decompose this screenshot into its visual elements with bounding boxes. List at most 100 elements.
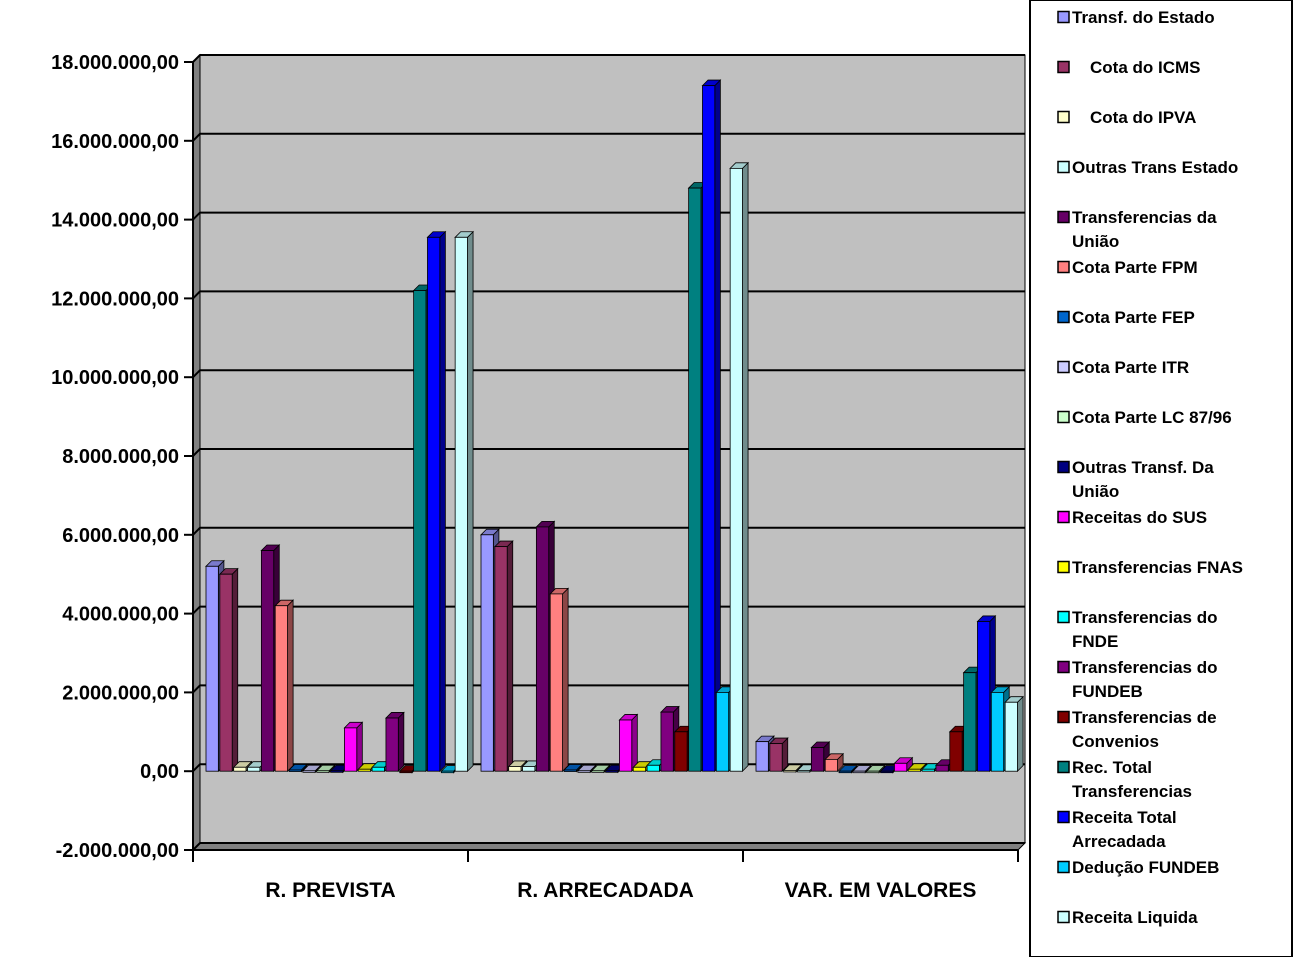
bar-front: [454, 236, 468, 772]
bar-front: [233, 766, 247, 772]
gridline: [192, 369, 1025, 378]
legend-label: Cota Parte FEP: [1072, 308, 1195, 327]
legend-label: Transferencias do: [1072, 608, 1218, 627]
bar-front: [247, 766, 261, 772]
legend-entry: Transferencias do FNDE: [1057, 608, 1218, 651]
bar: [729, 161, 750, 773]
bar-front: [302, 770, 316, 773]
bar-front: [783, 770, 797, 773]
bar-front: [935, 764, 949, 772]
y-tick-label: 2.000.000,00: [62, 682, 179, 704]
legend-label: Dedução FUNDEB: [1072, 858, 1219, 877]
y-tick-label: 14.000.000,00: [51, 210, 179, 232]
bar-front: [385, 717, 399, 772]
legend-swatch: [1057, 760, 1070, 774]
legend-entry: Receita Liquida: [1057, 908, 1198, 927]
bar-front: [344, 727, 358, 772]
bar-side: [506, 540, 514, 773]
legend-label: Transferencias: [1072, 782, 1192, 801]
bar-front: [563, 769, 577, 772]
bar-front: [688, 187, 702, 772]
bar-front: [427, 236, 441, 772]
bar-front: [810, 747, 825, 772]
legend-label: Transf. do Estado: [1072, 8, 1215, 27]
bar-front: [494, 546, 508, 772]
bar-front: [399, 770, 413, 774]
bar-front: [413, 290, 427, 772]
legend-label: FNDE: [1072, 632, 1118, 651]
legend-swatch: [1057, 510, 1070, 524]
bar-side: [562, 587, 569, 773]
bar: [426, 230, 447, 773]
bar-front: [535, 526, 550, 772]
bar-side: [231, 567, 239, 773]
bar-front: [990, 692, 1005, 772]
legend-swatch: [1057, 710, 1070, 724]
bar-front: [440, 770, 455, 774]
x-axis-ticks: R. PREVISTA R. ARRECADADA VAR. EM VALORES: [265, 879, 976, 902]
legend-label: Receita Liquida: [1072, 908, 1198, 927]
legend-entry: Transferencias da União: [1057, 208, 1217, 251]
legend-label: Cota Parte LC 87/96: [1072, 408, 1232, 427]
gridline: [192, 448, 1025, 457]
bar-front: [632, 766, 647, 772]
bar-front: [949, 731, 963, 772]
legend-entry: Cota Parte ITR: [1057, 358, 1189, 377]
legend-swatch: [1057, 160, 1070, 174]
bar: [315, 764, 336, 774]
bar-front: [963, 672, 977, 772]
legend-swatch: [1057, 260, 1070, 274]
bar-front: [977, 621, 991, 772]
bar-front: [522, 766, 536, 772]
legend-entry: Cota Parte FEP: [1057, 308, 1195, 327]
plot-area: [191, 53, 1027, 852]
gridlines: [192, 54, 1025, 851]
bar-front: [260, 550, 275, 772]
legend-label: FUNDEB: [1072, 682, 1143, 701]
bar-front: [330, 770, 344, 773]
legend-swatch: [1057, 110, 1070, 124]
legend-label: Cota Parte FPM: [1072, 258, 1198, 277]
bar-front: [288, 769, 302, 772]
bar-front: [646, 764, 660, 772]
x-tick-label: R. ARRECADADA: [517, 879, 694, 902]
legend-label: Transferencias de: [1072, 708, 1217, 727]
bar-side: [397, 711, 405, 773]
x-tick-label: VAR. EM VALORES: [785, 879, 977, 902]
gridline: [192, 132, 1025, 142]
bar-front: [769, 743, 783, 772]
bar-front: [824, 758, 838, 772]
bar-side: [356, 721, 363, 773]
bar: [274, 599, 295, 773]
legend-swatch: [1057, 860, 1070, 874]
bar: [563, 763, 583, 773]
legend-label: Arrecadada: [1072, 832, 1166, 851]
legend-entry: Transferencias FNAS: [1057, 558, 1243, 577]
bar: [1004, 695, 1025, 773]
bar-front: [605, 770, 619, 773]
bar-front: [371, 766, 385, 772]
legend-label: Convenios: [1072, 732, 1159, 751]
bar-front: [921, 768, 935, 772]
gridline: [192, 605, 1025, 615]
bar-front: [508, 766, 522, 772]
legend-entry: Transferencias do FUNDEB: [1057, 658, 1218, 701]
bar-front: [866, 770, 880, 774]
legend-swatch: [1057, 410, 1070, 424]
bar-side: [467, 230, 474, 773]
y-tick-label: 12.000.000,00: [51, 288, 179, 310]
legend-swatch: [1057, 560, 1070, 574]
bar-side: [287, 599, 294, 773]
legend-entry: Cota Parte LC 87/96: [1057, 408, 1232, 427]
legend-label: União: [1072, 232, 1119, 251]
bar: [782, 763, 803, 773]
bar-side: [742, 161, 749, 773]
bar: [824, 752, 845, 773]
bar-front: [591, 770, 605, 773]
bar-front: [577, 770, 591, 773]
bar-front: [205, 565, 219, 772]
gridline: [192, 842, 1025, 851]
legend-entry: Transf. do Estado: [1057, 8, 1215, 27]
bar-front: [1004, 701, 1018, 772]
y-tick-label: 0,00: [140, 761, 179, 783]
